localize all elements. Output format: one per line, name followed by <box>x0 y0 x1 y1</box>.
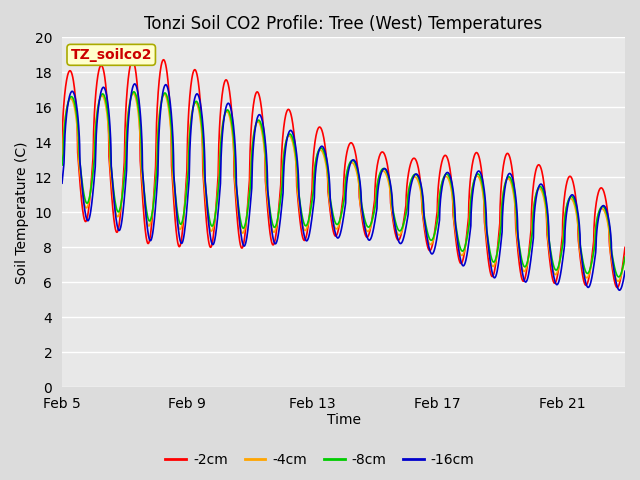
Title: Tonzi Soil CO2 Profile: Tree (West) Temperatures: Tonzi Soil CO2 Profile: Tree (West) Temp… <box>145 15 543 33</box>
X-axis label: Time: Time <box>326 413 360 427</box>
Y-axis label: Soil Temperature (C): Soil Temperature (C) <box>15 141 29 284</box>
Legend: -2cm, -4cm, -8cm, -16cm: -2cm, -4cm, -8cm, -16cm <box>160 447 480 472</box>
Text: TZ_soilco2: TZ_soilco2 <box>70 48 152 62</box>
